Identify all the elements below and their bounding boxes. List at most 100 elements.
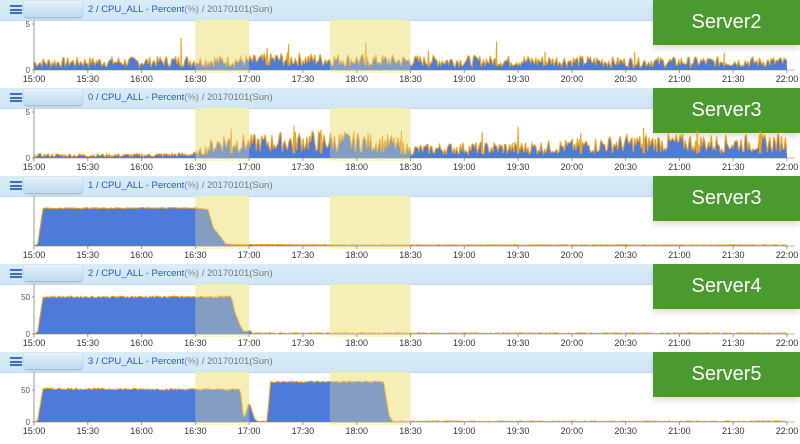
y-tick-label: 50 [21,293,30,302]
chart-plot: 50 015:00 15:30 16:00 16:30 17:00 17:30 18:00 18… [21,372,799,436]
title-metric: 1 / CPU_ALL - Percent [88,180,185,191]
menu-icon[interactable] [10,181,22,190]
x-tick-label: 16:30 [184,250,207,260]
x-tick-label: 16:00 [130,74,153,84]
x-tick-label: 21:00 [668,338,691,348]
y-tick-label: 0 [26,154,31,163]
x-tick-label: 16:00 [130,162,153,172]
menu-icon[interactable] [10,357,22,366]
x-tick-label: 21:30 [722,250,745,260]
highlight-overlay [329,108,411,158]
highlight-band [329,196,411,249]
x-tick-label: 18:00 [345,74,368,84]
chart-title: 2 / CPU_ALL - Percent(%) / 20170101(Sun) [88,4,272,15]
x-tick-label: 19:30 [507,338,530,348]
x-tick-label: 17:30 [292,250,315,260]
chart-title: 0 / CPU_ALL - Percent(%) / 20170101(Sun) [88,92,272,103]
x-tick-label: 16:00 [130,426,153,436]
x-tick-label: 20:30 [614,74,637,84]
chart-title: 3 / CPU_ALL - Percent(%) / 20170101(Sun) [88,356,272,367]
host-tab[interactable] [24,265,82,281]
series-top-line [34,380,787,423]
x-tick-label: 20:00 [561,338,584,348]
x-tick-label: 18:00 [345,338,368,348]
title-unit: (%) [184,356,200,367]
x-tick-label: 17:30 [292,338,315,348]
title-date: / 20170101(Sun) [199,92,273,103]
x-tick-label: 16:30 [184,426,207,436]
title-metric: 2 / CPU_ALL - Percent [88,4,185,15]
title-date: / 20170101(Sun) [199,268,273,279]
x-tick-label: 20:00 [561,162,584,172]
chart-plot: 15:00 15:30 16:00 16:30 17:00 17:30 18:00 18:30… [23,196,799,260]
chart-plot: 5 015:00 15:30 16:00 16:30 17:00 17:30 18:00 18:… [23,108,799,172]
x-tick-label: 20:00 [561,250,584,260]
x-tick-label: 16:30 [184,162,207,172]
x-tick-label: 20:00 [561,74,584,84]
x-tick-label: 17:30 [292,74,315,84]
series-area [34,207,787,246]
highlight-overlay [329,372,411,422]
title-unit: (%) [184,4,200,15]
x-tick-label: 18:30 [399,74,422,84]
y-tick-label: 0 [26,66,31,75]
host-tab[interactable] [24,353,82,369]
x-tick-label: 21:00 [668,426,691,436]
x-tick-label: 15:00 [23,426,46,436]
x-tick-label: 22:00 [776,426,799,436]
x-tick-label: 17:00 [238,162,261,172]
menu-icon[interactable] [10,93,22,102]
x-tick-label: 21:30 [722,74,745,84]
server-badge: Server3 [653,88,800,133]
x-tick-label: 18:30 [399,250,422,260]
x-tick-label: 15:30 [77,338,100,348]
highlight-overlay [329,20,411,70]
x-tick-label: 21:00 [668,162,691,172]
menu-icon[interactable] [10,5,22,14]
x-tick-label: 22:00 [776,162,799,172]
title-unit: (%) [184,268,200,279]
title-metric: 0 / CPU_ALL - Percent [88,92,185,103]
y-tick-label: 50 [21,386,30,395]
host-tab[interactable] [24,177,82,193]
x-tick-label: 19:00 [453,74,476,84]
chart-panel: 2 / CPU_ALL - Percent(%) / 20170101(Sun)… [0,0,800,88]
x-tick-label: 16:30 [184,74,207,84]
title-metric: 2 / CPU_ALL - Percent [88,268,185,279]
chart-title: 2 / CPU_ALL - Percent(%) / 20170101(Sun) [88,268,272,279]
host-tab[interactable] [24,1,82,17]
x-tick-label: 16:00 [130,338,153,348]
x-tick-label: 15:30 [77,426,100,436]
highlight-overlay [329,196,411,246]
chart-panel: 0 / CPU_ALL - Percent(%) / 20170101(Sun)… [0,88,800,176]
x-tick-label: 18:00 [345,250,368,260]
x-tick-label: 15:00 [23,338,46,348]
server-badge: Server4 [653,264,800,309]
x-tick-label: 17:00 [238,74,261,84]
menu-icon[interactable] [10,269,22,278]
chart-panel: 3 / CPU_ALL - Percent(%) / 20170101(Sun)… [0,352,800,440]
y-tick-label: 0 [26,330,31,339]
x-tick-label: 20:00 [561,426,584,436]
series-area [34,381,787,422]
title-date: / 20170101(Sun) [199,4,273,15]
x-tick-label: 16:00 [130,250,153,260]
highlight-overlay [195,108,250,158]
chart-panel: 2 / CPU_ALL - Percent(%) / 20170101(Sun)… [0,264,800,352]
server-badge: Server2 [653,0,800,45]
highlight-overlay [195,284,250,334]
chart-plot: 5 015:00 15:30 16:00 16:30 17:00 17:30 18:00 18:… [23,20,798,84]
highlight-overlay [195,20,250,70]
title-unit: (%) [184,180,200,191]
highlight-band [329,284,411,337]
x-tick-label: 20:30 [614,338,637,348]
series-area [34,296,787,334]
x-tick-label: 19:00 [453,426,476,436]
highlight-overlay [195,372,250,422]
x-tick-label: 19:00 [453,250,476,260]
x-tick-label: 22:00 [776,250,799,260]
x-tick-label: 19:30 [507,250,530,260]
x-tick-label: 15:00 [23,162,46,172]
host-tab[interactable] [24,89,82,105]
